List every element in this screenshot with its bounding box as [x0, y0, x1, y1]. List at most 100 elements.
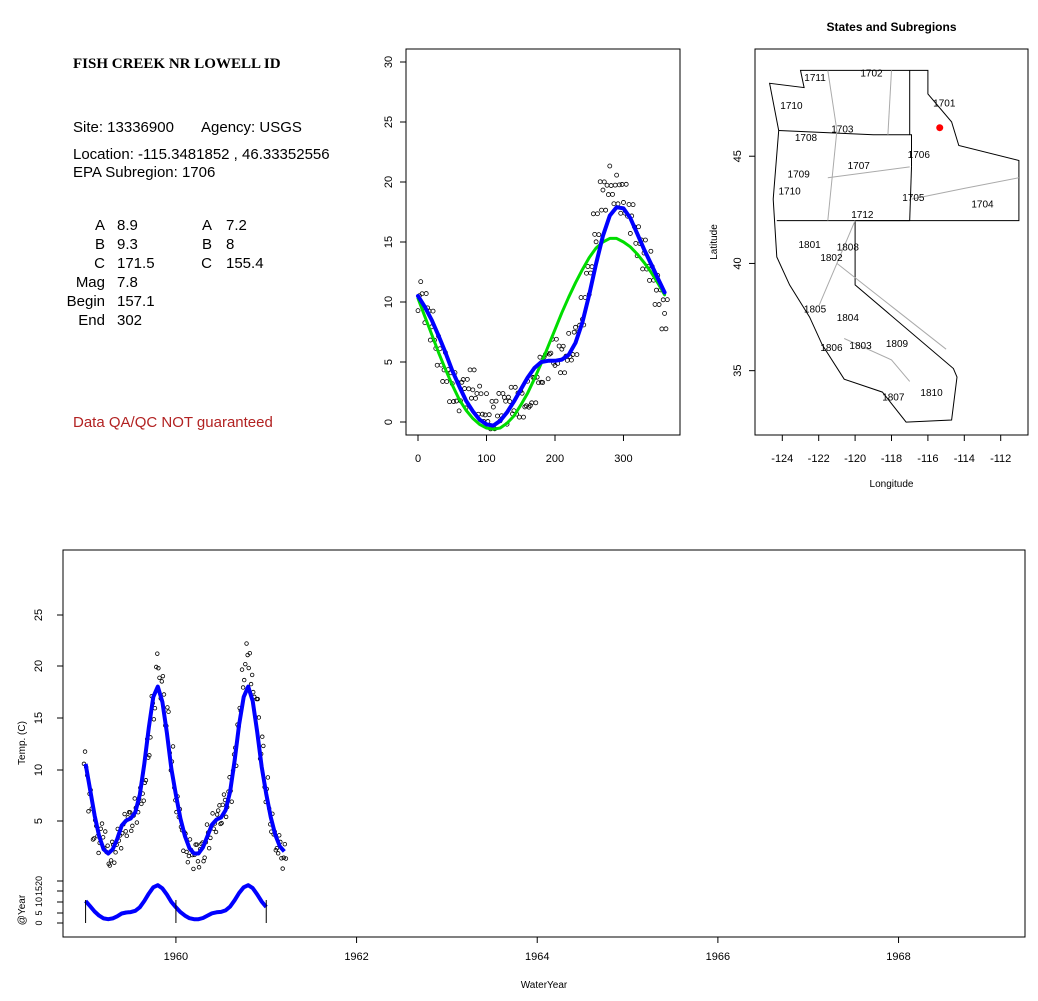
- plot1-point: [477, 383, 483, 389]
- map-state-border: [778, 130, 912, 167]
- plot1-point: [479, 411, 485, 417]
- ts-ylabel: Temp. (C): [17, 721, 28, 765]
- param-right-label: C: [201, 255, 212, 272]
- plot1-point: [603, 207, 609, 213]
- plot1-point: [478, 391, 484, 397]
- plot1-point: [444, 379, 450, 384]
- site-title: FISH CREEK NR LOWELL ID: [73, 56, 281, 72]
- plot1-point: [653, 287, 659, 293]
- ts-point: [96, 850, 101, 856]
- map-region-label: 1712: [851, 210, 874, 221]
- plot1-point: [648, 248, 654, 254]
- ts-point: [147, 753, 152, 758]
- ts-point: [112, 860, 117, 865]
- map-ylabel: Latitude: [709, 224, 720, 260]
- plot1-point: [440, 379, 446, 384]
- param-left-value: 171.5: [117, 255, 155, 272]
- ts-point: [281, 855, 286, 860]
- map-region-label: 1706: [908, 150, 931, 161]
- plot1-point: [633, 240, 639, 246]
- plot1-point: [601, 179, 607, 185]
- ts-xtick-label: 1966: [706, 951, 730, 963]
- ts-point: [166, 709, 171, 714]
- param-left-value: 157.1: [117, 293, 155, 310]
- plot1-point: [608, 183, 614, 188]
- plot1-point: [470, 387, 476, 393]
- param-right-value: 8: [226, 236, 235, 253]
- qa-disclaimer: Data QA/QC NOT guaranteed: [73, 414, 273, 431]
- ts-point: [154, 664, 159, 670]
- ts-point: [129, 828, 134, 834]
- plot1-point: [527, 403, 533, 408]
- ts-xtick-label: 1968: [886, 951, 910, 963]
- ts-point: [124, 833, 129, 839]
- ts-point: [265, 775, 271, 780]
- plot1-fit-line-blue: [416, 205, 667, 428]
- plot1-xtick-label: 200: [546, 453, 564, 465]
- map-xtick-label: -124: [771, 453, 793, 465]
- plot1-point: [614, 172, 620, 178]
- plot1-point: [464, 376, 470, 382]
- ts-point: [139, 801, 144, 807]
- map-region-label: 1710: [778, 187, 801, 198]
- map-xtick-label: -118: [881, 453, 902, 465]
- ts-point: [275, 851, 281, 856]
- plot1-point: [660, 297, 666, 303]
- map-xtick-label: -120: [844, 453, 866, 465]
- plot1-point: [626, 202, 632, 207]
- ts-xlabel: WaterYear: [521, 980, 568, 991]
- plot1-point: [592, 231, 598, 237]
- ts-point: [156, 665, 161, 671]
- agency: Agency: USGS: [201, 119, 302, 136]
- map-region-label: 1710: [780, 101, 803, 112]
- plot1-ytick-label: 5: [383, 359, 395, 365]
- ts-point: [141, 798, 146, 803]
- ts-point: [191, 866, 196, 872]
- ts-point: [282, 841, 288, 847]
- ts-xtick-label: 1964: [525, 951, 549, 963]
- map-region-label: 1707: [848, 161, 871, 172]
- map-xtick-label: -114: [954, 453, 975, 465]
- plot1-point: [415, 308, 421, 314]
- ts-point: [247, 650, 252, 656]
- ts-point: [248, 681, 254, 687]
- plot1-point: [621, 200, 626, 205]
- ts-point: [239, 667, 245, 672]
- map-region-label: 1702: [860, 69, 883, 80]
- map-region-label: 1807: [882, 392, 905, 403]
- plot1-point: [607, 163, 613, 169]
- ts-point: [206, 845, 212, 851]
- ts-point: [194, 842, 200, 847]
- plot1-point: [664, 297, 670, 303]
- plot1-point: [459, 379, 465, 385]
- plot1-point: [584, 270, 589, 276]
- plot1-point: [618, 210, 624, 216]
- ts-point: [118, 846, 124, 851]
- map-region-label: 1810: [920, 388, 943, 399]
- param-left-label: End: [78, 312, 105, 329]
- ts-ytick-label: 10: [33, 764, 45, 776]
- ts-ytick2-label: 0: [34, 920, 44, 925]
- ts-point: [215, 808, 221, 813]
- plot1-point: [508, 384, 514, 390]
- param-left-value: 9.3: [117, 236, 138, 253]
- map-region-label: 1708: [795, 133, 818, 144]
- plot1-ytick-label: 0: [383, 419, 395, 425]
- ts-point: [103, 829, 108, 834]
- plot1-ytick-label: 10: [383, 296, 395, 308]
- plot1-point: [489, 398, 495, 404]
- ts-point: [229, 799, 234, 804]
- plot1-point: [516, 414, 522, 420]
- map-region-label: 1803: [849, 341, 872, 352]
- plot1-point: [652, 302, 658, 307]
- map-region-label: 1801: [798, 240, 821, 251]
- plot1-point: [474, 391, 480, 396]
- ts-ytick2-label: 5: [34, 910, 44, 915]
- plot1-point: [537, 354, 543, 360]
- map-state-border: [909, 166, 912, 221]
- plot1-point: [560, 343, 566, 349]
- plot1-point: [490, 404, 496, 410]
- ts-point: [249, 672, 255, 678]
- map-outline: [768, 69, 1020, 423]
- ts-point: [214, 812, 220, 817]
